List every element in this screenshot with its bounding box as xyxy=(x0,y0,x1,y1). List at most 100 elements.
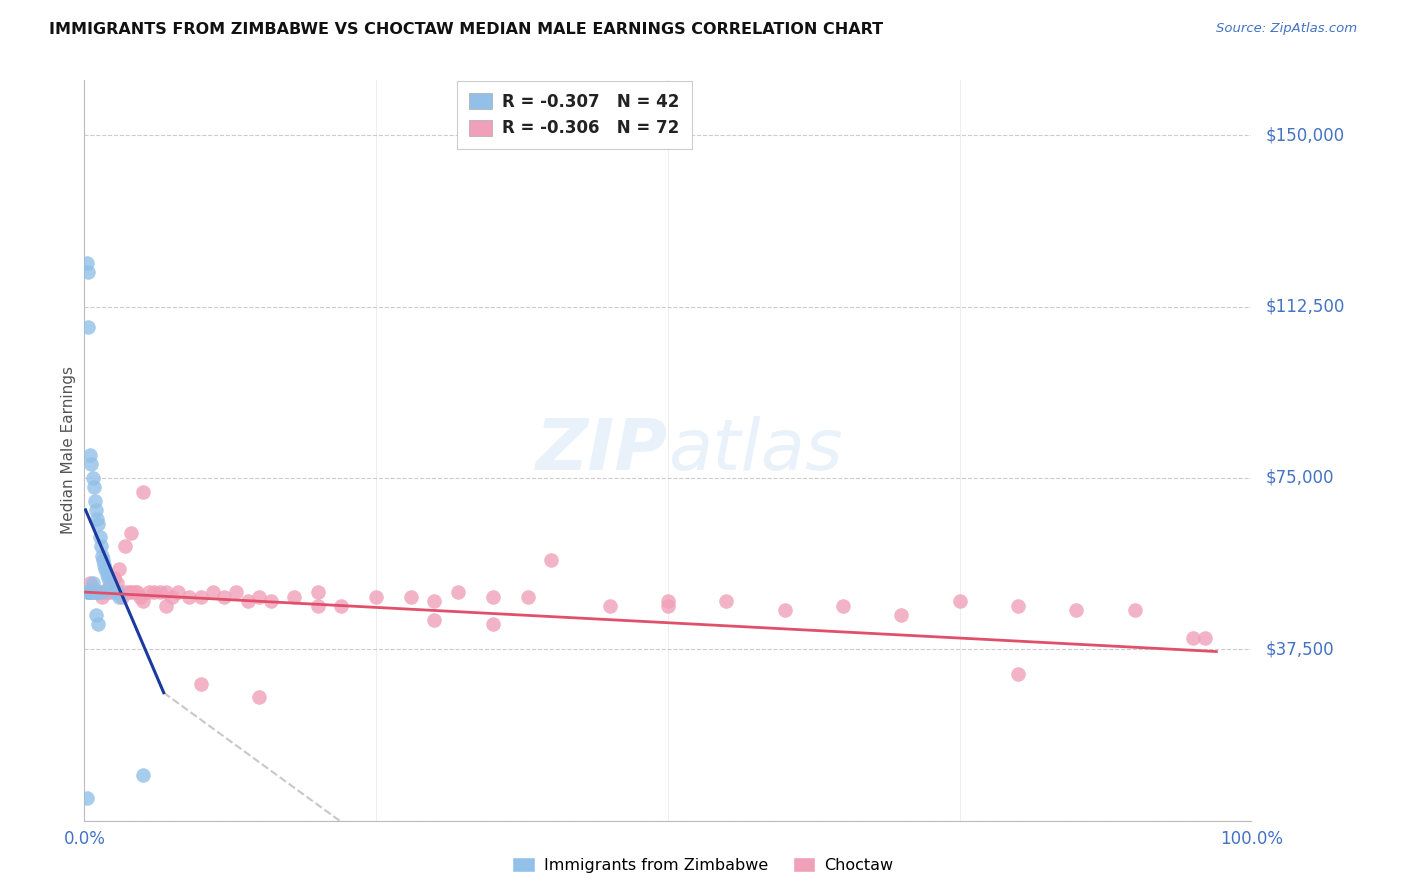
Choctaw xyxy=(166,585,188,599)
Choctaw xyxy=(132,484,155,499)
Choctaw xyxy=(307,599,329,613)
Choctaw xyxy=(832,599,855,613)
Choctaw xyxy=(120,525,142,540)
Choctaw xyxy=(366,590,388,604)
Choctaw xyxy=(657,594,679,608)
Choctaw xyxy=(120,585,142,599)
Immigrants from Zimbabwe xyxy=(93,558,115,572)
Choctaw xyxy=(82,581,104,595)
Immigrants from Zimbabwe xyxy=(132,768,155,782)
Choctaw xyxy=(94,585,117,599)
Choctaw xyxy=(516,590,538,604)
Choctaw xyxy=(307,585,329,599)
Immigrants from Zimbabwe xyxy=(76,256,98,270)
Choctaw xyxy=(190,590,212,604)
Choctaw xyxy=(225,585,247,599)
Immigrants from Zimbabwe xyxy=(97,571,120,585)
Immigrants from Zimbabwe xyxy=(94,562,117,576)
Choctaw xyxy=(1123,603,1146,617)
Choctaw xyxy=(97,585,120,599)
Immigrants from Zimbabwe xyxy=(91,553,114,567)
Choctaw xyxy=(260,594,283,608)
Choctaw xyxy=(160,590,183,604)
Choctaw xyxy=(481,590,505,604)
Choctaw xyxy=(249,690,271,705)
Choctaw xyxy=(125,585,148,599)
Immigrants from Zimbabwe xyxy=(80,457,103,471)
Choctaw xyxy=(108,585,131,599)
Immigrants from Zimbabwe xyxy=(108,590,131,604)
Choctaw xyxy=(155,599,177,613)
Choctaw xyxy=(114,540,136,554)
Choctaw xyxy=(118,585,141,599)
Choctaw xyxy=(249,590,271,604)
Legend: Immigrants from Zimbabwe, Choctaw: Immigrants from Zimbabwe, Choctaw xyxy=(506,851,900,880)
Choctaw xyxy=(540,553,562,567)
Immigrants from Zimbabwe xyxy=(80,585,103,599)
Immigrants from Zimbabwe xyxy=(79,585,101,599)
Immigrants from Zimbabwe xyxy=(87,516,110,531)
Choctaw xyxy=(124,585,146,599)
Immigrants from Zimbabwe xyxy=(84,585,107,599)
Immigrants from Zimbabwe xyxy=(76,265,98,279)
Immigrants from Zimbabwe xyxy=(76,585,98,599)
Choctaw xyxy=(1181,631,1204,645)
Immigrants from Zimbabwe xyxy=(103,585,125,599)
Text: ZIP: ZIP xyxy=(536,416,668,485)
Immigrants from Zimbabwe xyxy=(83,585,105,599)
Choctaw xyxy=(97,581,120,595)
Choctaw xyxy=(138,585,160,599)
Choctaw xyxy=(330,599,353,613)
Choctaw xyxy=(76,585,98,599)
Immigrants from Zimbabwe xyxy=(76,790,98,805)
Immigrants from Zimbabwe xyxy=(105,585,128,599)
Choctaw xyxy=(716,594,738,608)
Immigrants from Zimbabwe xyxy=(90,549,112,563)
Immigrants from Zimbabwe xyxy=(98,576,121,591)
Choctaw xyxy=(447,585,470,599)
Choctaw xyxy=(423,594,446,608)
Choctaw xyxy=(657,599,679,613)
Choctaw xyxy=(111,590,134,604)
Choctaw xyxy=(90,585,112,599)
Choctaw xyxy=(87,585,110,599)
Immigrants from Zimbabwe xyxy=(89,530,111,544)
Choctaw xyxy=(1007,599,1029,613)
Choctaw xyxy=(201,585,224,599)
Choctaw xyxy=(179,590,201,604)
Immigrants from Zimbabwe xyxy=(87,617,110,632)
Choctaw xyxy=(98,585,121,599)
Choctaw xyxy=(143,585,166,599)
Choctaw xyxy=(773,603,796,617)
Text: Source: ZipAtlas.com: Source: ZipAtlas.com xyxy=(1216,22,1357,36)
Text: $150,000: $150,000 xyxy=(1265,126,1344,145)
Choctaw xyxy=(481,617,505,632)
Immigrants from Zimbabwe xyxy=(80,585,103,599)
Choctaw xyxy=(90,590,112,604)
Immigrants from Zimbabwe xyxy=(84,585,107,599)
Immigrants from Zimbabwe xyxy=(76,585,98,599)
Immigrants from Zimbabwe xyxy=(86,512,108,526)
Choctaw xyxy=(114,585,136,599)
Immigrants from Zimbabwe xyxy=(96,566,118,581)
Immigrants from Zimbabwe xyxy=(84,503,107,517)
Choctaw xyxy=(103,571,125,585)
Choctaw xyxy=(84,585,107,599)
Immigrants from Zimbabwe xyxy=(77,585,100,599)
Text: IMMIGRANTS FROM ZIMBABWE VS CHOCTAW MEDIAN MALE EARNINGS CORRELATION CHART: IMMIGRANTS FROM ZIMBABWE VS CHOCTAW MEDI… xyxy=(49,22,883,37)
Text: $112,500: $112,500 xyxy=(1265,298,1344,316)
Immigrants from Zimbabwe xyxy=(84,607,107,622)
Choctaw xyxy=(949,594,972,608)
Immigrants from Zimbabwe xyxy=(76,320,98,334)
Choctaw xyxy=(190,676,212,690)
Choctaw xyxy=(108,562,131,576)
Choctaw xyxy=(283,590,305,604)
Immigrants from Zimbabwe xyxy=(77,585,100,599)
Immigrants from Zimbabwe xyxy=(82,471,104,485)
Choctaw xyxy=(599,599,621,613)
Y-axis label: Median Male Earnings: Median Male Earnings xyxy=(60,367,76,534)
Immigrants from Zimbabwe xyxy=(90,540,112,554)
Choctaw xyxy=(155,585,177,599)
Choctaw xyxy=(132,594,155,608)
Immigrants from Zimbabwe xyxy=(83,493,105,508)
